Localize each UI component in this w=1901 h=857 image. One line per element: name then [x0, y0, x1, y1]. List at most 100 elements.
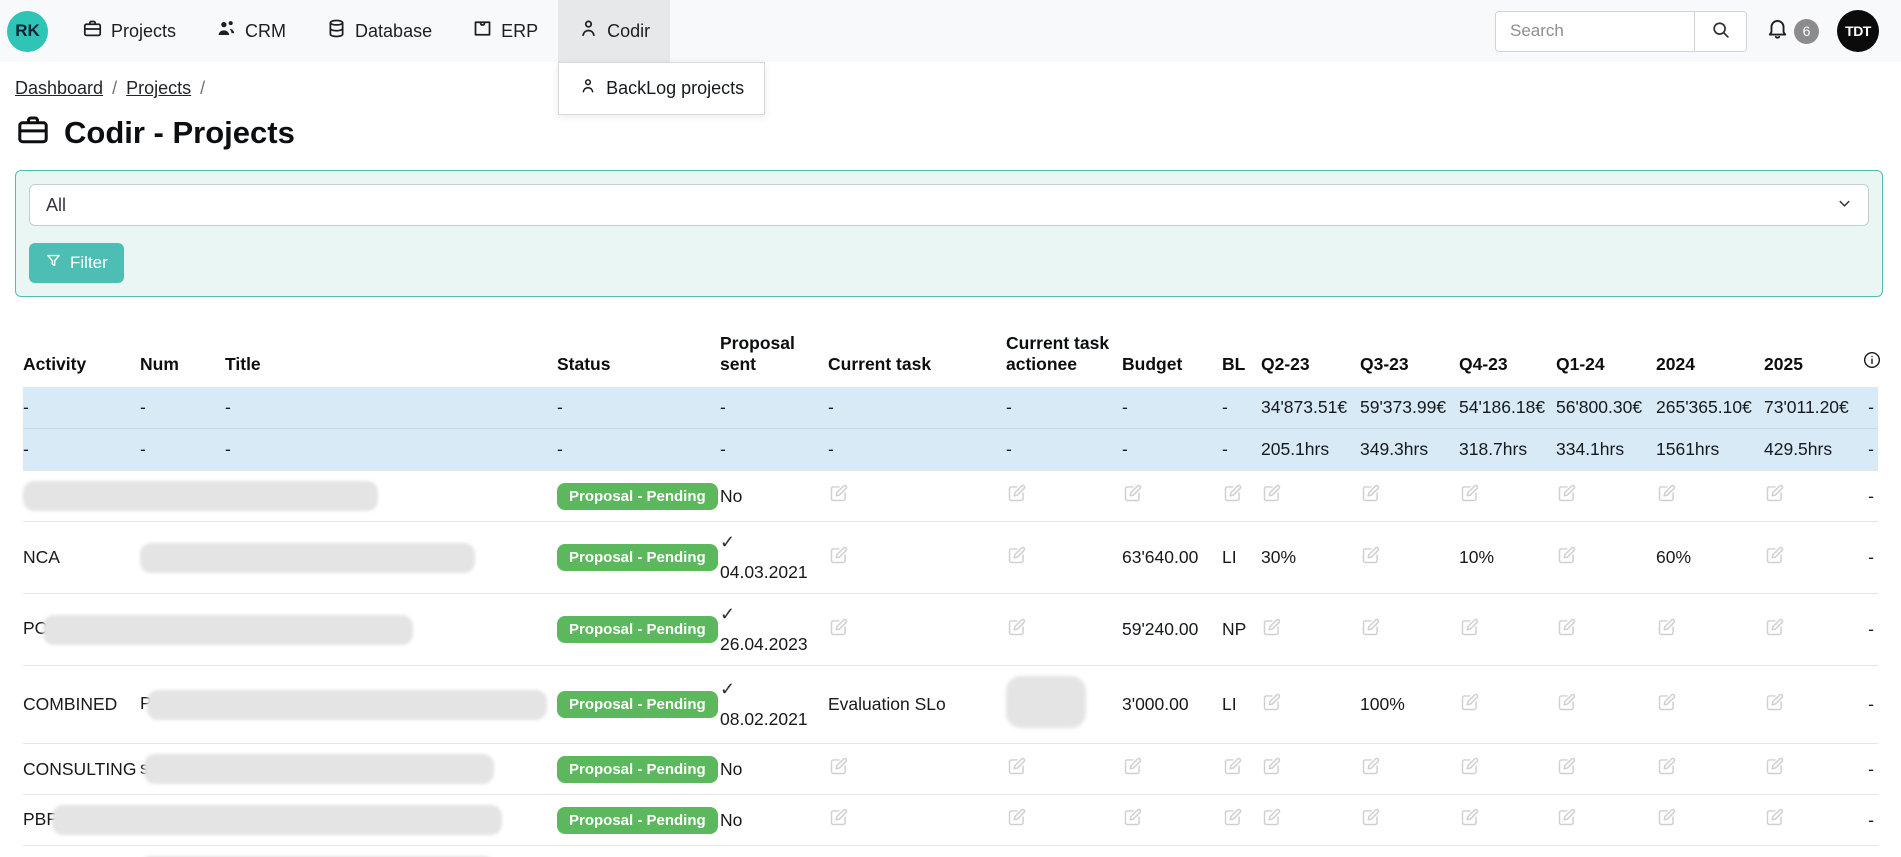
edit-icon[interactable] [1006, 807, 1027, 828]
cell-budget [1122, 743, 1222, 795]
cell-budget: 63'640.00 [1122, 521, 1222, 594]
nav-item-projects[interactable]: Projects [62, 0, 196, 62]
edit-icon[interactable] [1360, 756, 1381, 777]
filter-button[interactable]: Filter [29, 243, 124, 283]
edit-icon[interactable] [1459, 483, 1480, 504]
cell-q2-23 [1261, 794, 1360, 846]
edit-icon[interactable] [828, 617, 849, 638]
edit-icon[interactable] [1360, 807, 1381, 828]
cell-q3-23 [1360, 743, 1459, 795]
nav-item-crm[interactable]: CRM [196, 0, 306, 62]
edit-icon[interactable] [828, 756, 849, 777]
edit-icon[interactable] [1459, 617, 1480, 638]
cell-num: - [140, 386, 225, 429]
edit-icon[interactable] [1261, 483, 1282, 504]
notifications-button[interactable]: 6 [1765, 16, 1819, 46]
edit-icon[interactable] [1459, 692, 1480, 713]
info-icon[interactable] [1862, 350, 1882, 370]
edit-icon[interactable] [1222, 483, 1243, 504]
edit-icon[interactable] [1556, 756, 1577, 777]
edit-icon[interactable] [1656, 617, 1677, 638]
edit-icon[interactable] [1656, 807, 1677, 828]
edit-icon[interactable] [1556, 807, 1577, 828]
cell-q1-24 [1556, 470, 1656, 522]
cell-text-fragment: PBF [23, 808, 58, 829]
cell-current-task-actionee: - [1006, 386, 1122, 429]
nav-item-codir[interactable]: Codir BackLog projects [558, 0, 766, 115]
redacted-text: P [140, 665, 557, 744]
edit-icon[interactable] [1122, 756, 1143, 777]
column-header-current-task: Current task [828, 354, 932, 374]
search-input[interactable] [1496, 11, 1694, 51]
app-logo[interactable]: RK [7, 10, 48, 52]
edit-icon[interactable] [1006, 617, 1027, 638]
cell-info: - [1862, 428, 1878, 471]
edit-icon[interactable] [1656, 756, 1677, 777]
cell-y2025: 429.5hrs [1764, 428, 1862, 471]
nav-item-database[interactable]: Database [306, 0, 452, 62]
cell-y2024: 60% [1656, 521, 1764, 594]
edit-icon[interactable] [1360, 483, 1381, 504]
nav-item-label: ERP [501, 20, 539, 41]
edit-icon[interactable] [1556, 545, 1577, 566]
edit-icon[interactable] [828, 807, 849, 828]
search-button[interactable] [1694, 11, 1746, 51]
edit-icon[interactable] [1261, 617, 1282, 638]
edit-icon[interactable] [1261, 692, 1282, 713]
cell-y2025 [1764, 665, 1862, 744]
cell-y2024: 1561hrs [1656, 428, 1764, 471]
edit-icon[interactable] [1222, 807, 1243, 828]
edit-icon[interactable] [1556, 692, 1577, 713]
edit-icon[interactable] [1764, 807, 1785, 828]
edit-icon[interactable] [828, 545, 849, 566]
status-badge: Proposal - Pending [557, 665, 720, 744]
edit-icon[interactable] [1556, 617, 1577, 638]
cell-title: - [225, 428, 557, 471]
cell-q1-24 [1556, 665, 1656, 744]
breadcrumb-link-projects[interactable]: Projects [126, 78, 192, 98]
nav-item-erp[interactable]: ERP [452, 0, 558, 62]
edit-icon[interactable] [1261, 807, 1282, 828]
edit-icon[interactable] [1459, 756, 1480, 777]
cell-activity: NCA [23, 521, 140, 594]
edit-icon[interactable] [1006, 483, 1027, 504]
edit-icon[interactable] [1360, 545, 1381, 566]
edit-icon[interactable] [1556, 483, 1577, 504]
edit-icon[interactable] [1006, 545, 1027, 566]
filter-select[interactable]: All [29, 184, 1869, 226]
edit-icon[interactable] [1360, 617, 1381, 638]
filter-select-value: All [46, 194, 67, 215]
edit-icon[interactable] [1656, 483, 1677, 504]
edit-icon[interactable] [1764, 756, 1785, 777]
cell-q1-24 [1556, 845, 1656, 857]
edit-icon[interactable] [1764, 617, 1785, 638]
edit-icon[interactable] [1764, 483, 1785, 504]
edit-icon[interactable] [1122, 807, 1143, 828]
cell-q2-23: 34'873.51€ [1261, 386, 1360, 429]
proposal-sent-check: ✓ 26.04.2023 [720, 593, 828, 666]
edit-icon[interactable] [828, 483, 849, 504]
edit-icon[interactable] [1656, 692, 1677, 713]
status-badge: Proposal - Pending [557, 794, 720, 846]
redacted-text: PO [23, 593, 557, 666]
cell-info: - [1862, 470, 1878, 522]
cell-q1-24: 334.1hrs [1556, 428, 1656, 471]
dropdown-item-backlog-projects[interactable]: BackLog projects [559, 67, 764, 110]
user-avatar[interactable]: TDT [1837, 10, 1879, 52]
edit-icon[interactable] [1764, 692, 1785, 713]
edit-icon[interactable] [1122, 483, 1143, 504]
edit-icon[interactable] [1261, 756, 1282, 777]
cell-q4-23 [1459, 743, 1556, 795]
edit-icon[interactable] [1222, 756, 1243, 777]
edit-icon[interactable] [1764, 545, 1785, 566]
cell-q1-24 [1556, 794, 1656, 846]
status-badge: Proposal - Pending [557, 544, 718, 571]
edit-icon[interactable] [1459, 807, 1480, 828]
status-badge: Proposal - Pending [557, 743, 720, 795]
breadcrumb-separator: / [112, 78, 118, 98]
column-header-q2-23: Q2-23 [1261, 354, 1310, 374]
edit-icon[interactable] [1006, 756, 1027, 777]
breadcrumb-link-dashboard[interactable]: Dashboard [15, 78, 104, 98]
cell-activity: - [23, 386, 140, 429]
proposal-sent-date: 08.02.2021 [720, 709, 808, 729]
